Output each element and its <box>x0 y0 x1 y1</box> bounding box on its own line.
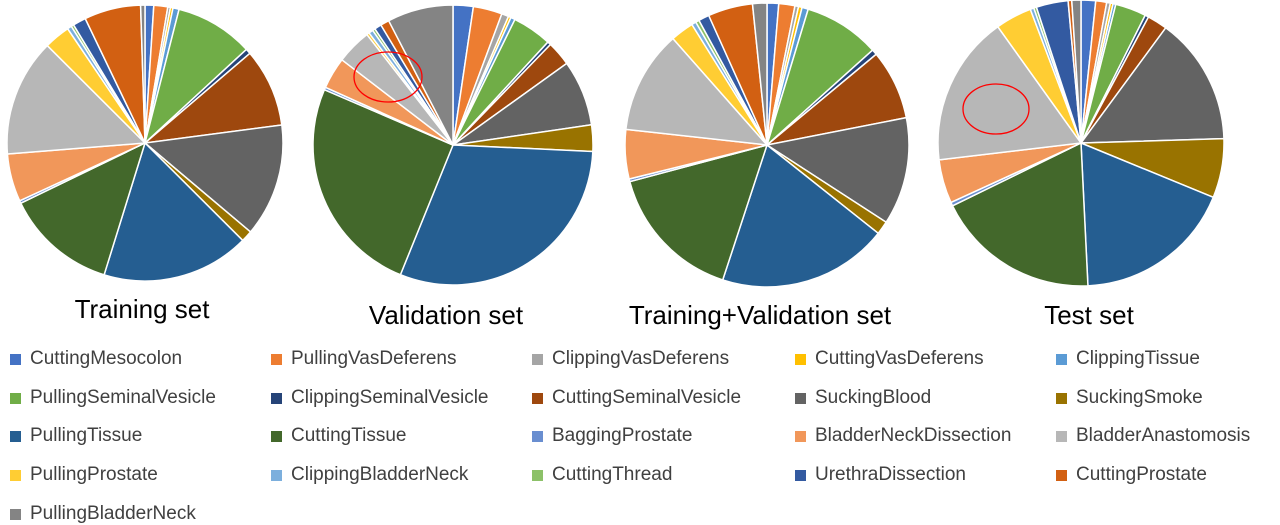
legend-item: CuttingVasDeferens <box>795 348 984 370</box>
slice-CuttingTissue <box>20 142 146 276</box>
slice-PullingTissue <box>399 144 594 286</box>
legend-item: BladderNeckDissection <box>795 425 1011 447</box>
legend-item: CuttingProstate <box>1056 464 1207 486</box>
legend-swatch <box>1056 353 1067 365</box>
legend-item: SuckingBlood <box>795 387 931 409</box>
legend-swatch <box>532 469 543 481</box>
legend-item: PullingProstate <box>10 464 158 486</box>
legend-swatch <box>271 430 282 442</box>
legend-item: PullingVasDeferens <box>271 348 456 370</box>
slice-PullingTissue <box>1080 142 1215 287</box>
legend-item: BaggingProstate <box>532 425 693 447</box>
pie-training-validation-set <box>624 2 910 288</box>
legend-label: PullingTissue <box>30 425 143 446</box>
legend-swatch <box>1056 430 1067 442</box>
legend-swatch <box>795 469 806 481</box>
legend-label: ClippingVasDeferens <box>552 348 730 369</box>
slice-BladderAnastomosis <box>6 44 146 155</box>
annotation-circle <box>962 83 1030 135</box>
slice-PullingBladderNeck <box>1071 0 1082 144</box>
slice-BladderAnastomosis <box>625 37 768 146</box>
legend-swatch <box>10 353 21 365</box>
legend-swatch <box>532 392 543 404</box>
legend-swatch <box>1056 469 1067 481</box>
legend-label: CuttingProstate <box>1076 464 1207 485</box>
chart-title-training: Training set <box>74 294 210 324</box>
legend-item: ClippingSeminalVesicle <box>271 387 489 409</box>
annotation-circle <box>353 51 423 103</box>
legend-swatch <box>271 353 282 365</box>
legend-label: CuttingSeminalVesicle <box>552 387 742 408</box>
legend-swatch <box>10 508 21 520</box>
legend-label: PullingProstate <box>30 464 158 485</box>
slice-SuckingBlood <box>766 116 910 223</box>
legend-swatch <box>795 430 806 442</box>
legend-label: ClippingBladderNeck <box>291 464 469 485</box>
slice-SuckingBlood <box>144 124 284 233</box>
legend-swatch <box>532 353 543 365</box>
slice-CuttingSeminalVesicle <box>144 52 283 144</box>
legend-label: ClippingSeminalVesicle <box>291 387 489 408</box>
legend-item: ClippingTissue <box>1056 348 1200 370</box>
legend-label: BladderAnastomosis <box>1076 425 1251 446</box>
legend-item: CuttingMesocolon <box>10 348 182 370</box>
legend-label: CuttingTissue <box>291 425 407 446</box>
legend-item: CuttingSeminalVesicle <box>532 387 741 409</box>
slice-PullingSeminalVesicle <box>144 8 248 144</box>
legend-item: BladderAnastomosis <box>1056 425 1250 447</box>
legend-label: BaggingProstate <box>552 425 693 446</box>
slice-SuckingBlood <box>1080 27 1225 144</box>
chart-title-validation: Validation set <box>368 300 524 330</box>
legend-label: PullingBladderNeck <box>30 503 196 524</box>
legend-swatch <box>795 392 806 404</box>
legend-label: PullingSeminalVesicle <box>30 387 216 408</box>
slice-PullingTissue <box>103 142 244 282</box>
legend-label: CuttingThread <box>552 464 673 485</box>
legend-item: PullingSeminalVesicle <box>10 387 216 409</box>
legend-swatch <box>532 430 543 442</box>
legend-label: ClippingTissue <box>1076 348 1200 369</box>
slice-PullingTissue <box>721 144 879 288</box>
legend-swatch <box>271 469 282 481</box>
slice-CuttingTissue <box>312 88 454 276</box>
slice-PullingBladderNeck <box>387 4 454 146</box>
chart-title-test: Test set <box>1044 300 1134 330</box>
legend-label: CuttingMesocolon <box>30 348 183 369</box>
legend-swatch <box>10 430 21 442</box>
legend-swatch <box>10 392 21 404</box>
legend-item: CuttingTissue <box>271 425 406 447</box>
pie-training-set <box>6 4 284 282</box>
legend-swatch <box>10 469 21 481</box>
pie-validation-set <box>312 4 594 286</box>
slice-CuttingTissue <box>951 142 1089 287</box>
legend-swatch <box>795 353 806 365</box>
legend-swatch <box>271 392 282 404</box>
legend-item: SuckingSmoke <box>1056 387 1203 409</box>
legend-label: SuckingBlood <box>815 387 932 408</box>
slice-PullingBladderNeck <box>751 2 768 146</box>
legend-label: SuckingSmoke <box>1076 387 1203 408</box>
pie-test-set <box>937 0 1225 287</box>
legend-item: ClippingVasDeferens <box>532 348 729 370</box>
slice-BladderAnastomosis <box>937 25 1082 161</box>
legend-item: PullingBladderNeck <box>10 503 196 525</box>
legend-label: CuttingVasDeferens <box>815 348 984 369</box>
pie-charts <box>6 0 1225 288</box>
chart-title-training-validation: Training+Validation set <box>628 300 892 330</box>
slice-CuttingTissue <box>629 144 768 281</box>
legend-item: UrethraDissection <box>795 464 966 486</box>
legend-item: CuttingThread <box>532 464 672 486</box>
legend-item: ClippingBladderNeck <box>271 464 468 486</box>
legend-swatch <box>1056 392 1067 404</box>
slice-PullingBladderNeck <box>139 4 146 144</box>
legend-label: PullingVasDeferens <box>291 348 457 369</box>
legend-item: PullingTissue <box>10 425 142 447</box>
legend-label: BladderNeckDissection <box>815 425 1012 446</box>
legend-label: UrethraDissection <box>815 464 966 485</box>
